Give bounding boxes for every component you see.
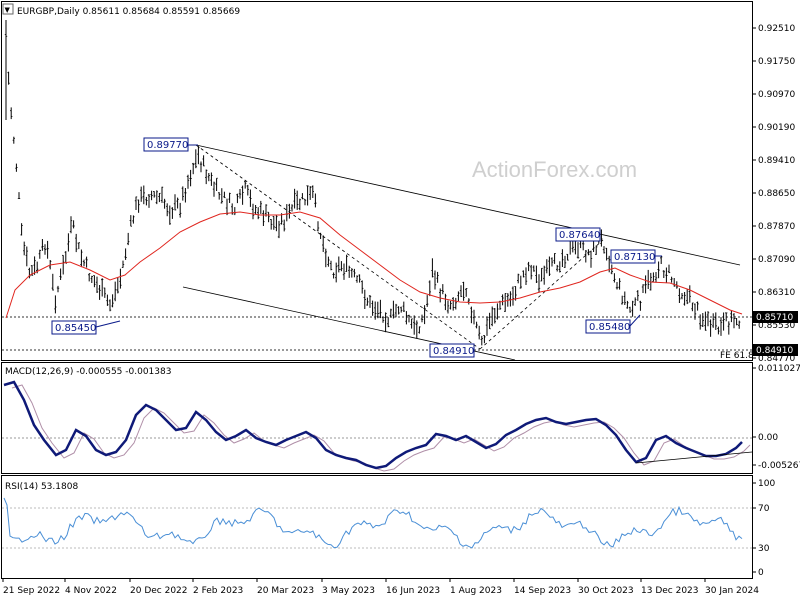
price-tick-label: 0.87870	[758, 222, 795, 232]
rsi-tick-label: 70	[758, 504, 770, 514]
svg-text:0.84910: 0.84910	[756, 346, 793, 356]
macd-line	[3, 380, 743, 470]
label-nov-high: 0.87130	[610, 249, 656, 264]
svg-text:0.84910: 0.84910	[433, 346, 474, 357]
macd-trendline	[635, 451, 753, 464]
svg-text:0.85450: 0.85450	[55, 323, 96, 334]
price-tick-label: 0.92510	[758, 24, 795, 34]
macd-axis: 0.011027 0.00 -0.005267	[752, 364, 800, 471]
time-tick-label: 1 Aug 2023	[450, 586, 502, 596]
price-tick-label: 0.85530	[758, 321, 795, 331]
label-nov-low: 0.85480	[585, 319, 631, 334]
moving-average-line	[5, 211, 743, 319]
time-tick-label: 21 Sep 2022	[3, 586, 60, 596]
upper-trendline	[195, 144, 741, 266]
rsi-tick-label: 30	[758, 544, 770, 554]
price-tick-label: 0.84770	[758, 354, 795, 364]
rsi-line	[3, 497, 743, 549]
rsi-tick-label: 100	[758, 479, 775, 489]
time-tick-label: 30 Oct 2023	[578, 586, 634, 596]
low-price-tag: 0.84910	[753, 344, 798, 356]
price-panel	[1, 1, 753, 361]
macd-tick-label: -0.005267	[758, 461, 800, 471]
time-tick-label: 30 Jan 2024	[705, 586, 759, 596]
svg-text:0.87640: 0.87640	[559, 230, 600, 241]
price-tick-label: 0.91750	[758, 57, 795, 67]
price-tick-label: 0.89410	[758, 156, 795, 166]
macd-label: MACD(12,26,9) -0.000555 -0.001383	[5, 367, 171, 377]
macd-tick-label: 0.011027	[758, 364, 800, 374]
collapse-toggle[interactable]: ▼	[2, 3, 14, 15]
fe-label: FE 61.8	[720, 351, 754, 361]
svg-text:0.85710: 0.85710	[756, 313, 793, 323]
rsi-tick-label: 0	[758, 568, 764, 578]
label-peak: 0.89770	[143, 137, 189, 152]
macd-panel	[1, 362, 753, 474]
time-axis: 21 Sep 2022 4 Nov 2022 20 Dec 2022 2 Feb 20…	[2, 578, 759, 596]
price-bars	[4, 20, 741, 346]
fibo-dashed-line	[195, 144, 481, 350]
macd-signal-line	[11, 384, 751, 472]
fibo-dashed-return	[479, 239, 604, 350]
price-tick-label: 0.87090	[758, 255, 795, 265]
price-tick-label: 0.90970	[758, 90, 795, 100]
price-axis: 0.92510 0.91750 0.90970 0.90190 0.89410 0.886…	[752, 24, 795, 364]
watermark: ActionForex.com	[472, 157, 637, 182]
rsi-label: RSI(14) 53.1808	[5, 482, 78, 492]
time-tick-label: 20 Mar 2023	[257, 586, 314, 596]
rsi-panel	[1, 475, 753, 579]
chart-title: EURGBP,Daily 0.85611 0.85684 0.85591 0.8…	[17, 7, 240, 17]
price-tick-label: 0.86310	[758, 288, 795, 298]
svg-text:0.89770: 0.89770	[147, 140, 188, 151]
price-tick-label: 0.88650	[758, 189, 795, 199]
price-tick-label: 0.90190	[758, 123, 795, 133]
time-tick-label: 3 May 2023	[322, 586, 375, 596]
time-tick-label: 13 Dec 2023	[641, 586, 699, 596]
time-tick-label: 20 Dec 2022	[130, 586, 188, 596]
svg-text:0.85480: 0.85480	[589, 322, 630, 333]
label-left-low: 0.85450	[51, 320, 97, 335]
time-tick-label: 4 Nov 2022	[65, 586, 117, 596]
macd-tick-label: 0.00	[758, 433, 778, 443]
time-tick-label: 2 Feb 2023	[193, 586, 243, 596]
time-tick-label: 14 Sep 2023	[514, 586, 571, 596]
label-aug-low: 0.84910	[429, 343, 475, 358]
chevron-down-icon[interactable]: ▼	[5, 6, 11, 14]
time-tick-label: 16 Jun 2023	[386, 586, 440, 596]
label-oct-high: 0.87640	[555, 227, 601, 242]
rsi-axis: 100 70 30 0	[752, 479, 775, 578]
current-price-tag: 0.85710	[753, 311, 798, 323]
svg-text:0.87130: 0.87130	[614, 252, 655, 263]
